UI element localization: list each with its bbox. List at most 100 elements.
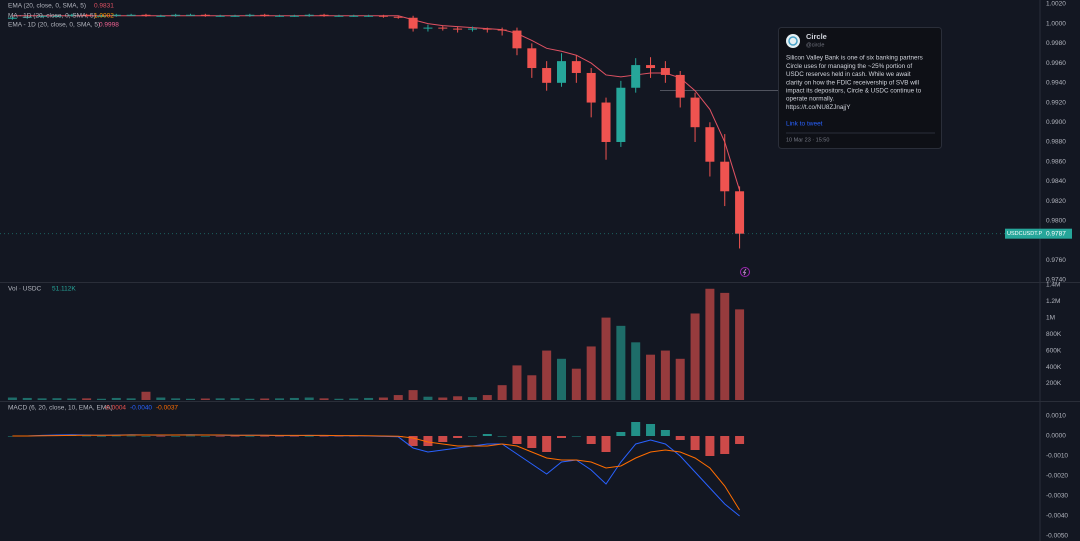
candle-body	[601, 102, 611, 142]
volume-bar	[467, 397, 477, 400]
volume-bar	[646, 354, 656, 400]
volume-bar	[438, 397, 448, 400]
legend-value: 0.9998	[99, 22, 119, 29]
volume-bar	[601, 317, 611, 400]
volume-bar	[82, 398, 92, 400]
candle-body	[497, 29, 507, 31]
candle-body	[720, 161, 730, 192]
volume-bar	[304, 397, 314, 400]
y-tick-label: 0.9940	[1046, 80, 1066, 87]
tweet-line: USDC reserves held in cash. While we awa…	[786, 71, 911, 78]
candle-body	[423, 27, 433, 29]
macd-histogram-bar	[438, 436, 448, 442]
macd-histogram-bar	[186, 435, 195, 437]
volume-bar	[631, 342, 641, 400]
legend-value: 0.9831	[94, 3, 114, 10]
event-icon[interactable]	[740, 267, 750, 277]
volume-bar	[200, 398, 210, 400]
candle-body	[319, 14, 329, 16]
volume-bar	[67, 398, 77, 400]
macd-histogram-bar	[705, 436, 715, 456]
macd-histogram-bar	[96, 436, 106, 437]
volume-last: 51.112K	[52, 286, 76, 293]
candle-body	[200, 14, 210, 16]
volume-bar	[7, 397, 17, 400]
volume-bar	[690, 313, 700, 400]
candle-body	[186, 14, 195, 16]
y-tick-label: 0.9980	[1046, 40, 1066, 47]
y-tick-label: 1.0000	[1046, 20, 1066, 27]
tweet-line: operate normally.	[786, 96, 834, 103]
y-tick-label: 800K	[1046, 331, 1062, 338]
legend-name: EMA (20, close, 0, SMA, 5)	[8, 3, 86, 10]
tweet-line: impact its depositors, Circle & USDC con…	[786, 87, 922, 94]
y-tick-label: 0.9760	[1046, 257, 1066, 264]
macd-histogram-bar	[275, 436, 285, 437]
candle-body	[67, 14, 77, 16]
tweet-card[interactable]: Circle @circle Silicon Valley Bank is on…	[778, 27, 942, 149]
y-tick-label: 0.9740	[1046, 277, 1066, 284]
legend-value: 1.0002	[94, 13, 114, 20]
y-tick-label: 0.9860	[1046, 158, 1066, 165]
candle-body	[126, 14, 136, 16]
macd-histogram-bar	[660, 430, 670, 436]
macd-histogram-bar	[720, 436, 730, 454]
volume-bar	[230, 398, 240, 400]
y-tick-label: -0.0040	[1046, 513, 1068, 520]
candle-body	[735, 191, 745, 234]
y-tick-label: 200K	[1046, 380, 1062, 387]
volume-bar	[319, 398, 329, 400]
y-tick-label: 600K	[1046, 347, 1062, 354]
y-tick-label: 400K	[1046, 364, 1062, 371]
volume-bar	[156, 397, 166, 400]
candle-body	[304, 14, 314, 16]
tweet-name: Circle	[806, 32, 827, 41]
macd-histogram-bar	[319, 436, 329, 437]
candle-body	[378, 15, 388, 17]
volume-bar	[482, 395, 492, 400]
y-tick-label: 0.9960	[1046, 60, 1066, 67]
candle-body	[141, 14, 151, 16]
macd-histogram-bar	[260, 436, 270, 437]
y-tick-label: 0.9800	[1046, 218, 1066, 225]
symbol-label: USDCUSDT.P	[1007, 231, 1042, 237]
macd-histogram-bar	[408, 436, 418, 446]
candle-body	[393, 16, 403, 18]
volume-bar	[423, 396, 433, 400]
volume-bar	[675, 358, 685, 400]
volume-bar	[660, 350, 670, 400]
candle-body	[7, 17, 17, 19]
candle-body	[527, 48, 537, 69]
tweet-body: Silicon Valley Bank is one of six bankin…	[786, 55, 923, 111]
volume-bar	[542, 350, 552, 400]
volume-bar	[52, 398, 62, 400]
volume-bar	[378, 397, 388, 400]
y-tick-label: 0.9900	[1046, 119, 1066, 126]
y-tick-label: 1.4M	[1046, 281, 1060, 288]
tweet-date: 10 Mar 23 · 15:50	[786, 137, 829, 143]
candle-body	[646, 65, 656, 69]
volume-bar	[171, 398, 181, 400]
tweet-line: Circle uses for managing the ~25% portio…	[786, 63, 912, 70]
candle-body	[690, 97, 700, 128]
macd-histogram-bar	[304, 436, 314, 437]
y-tick-label: -0.0050	[1046, 533, 1068, 540]
y-tick-label: 0.9840	[1046, 178, 1066, 185]
macd-histogram-bar	[467, 436, 477, 437]
volume-bar	[720, 292, 730, 400]
volume-bar	[260, 398, 270, 400]
y-tick-label: 0.0010	[1046, 413, 1066, 420]
candle-body	[52, 15, 62, 17]
macd-histogram-bar	[690, 436, 700, 450]
macd-histogram-bar	[512, 436, 522, 444]
candle-body	[542, 68, 552, 83]
y-tick-label: 0.9920	[1046, 99, 1066, 106]
candle-body	[289, 15, 299, 17]
candle-body	[37, 15, 47, 17]
macd-histogram-bar	[82, 435, 92, 437]
y-tick-label: -0.0030	[1046, 493, 1068, 500]
tweet-link[interactable]: Link to tweet	[786, 121, 823, 128]
candle-body	[22, 16, 32, 18]
